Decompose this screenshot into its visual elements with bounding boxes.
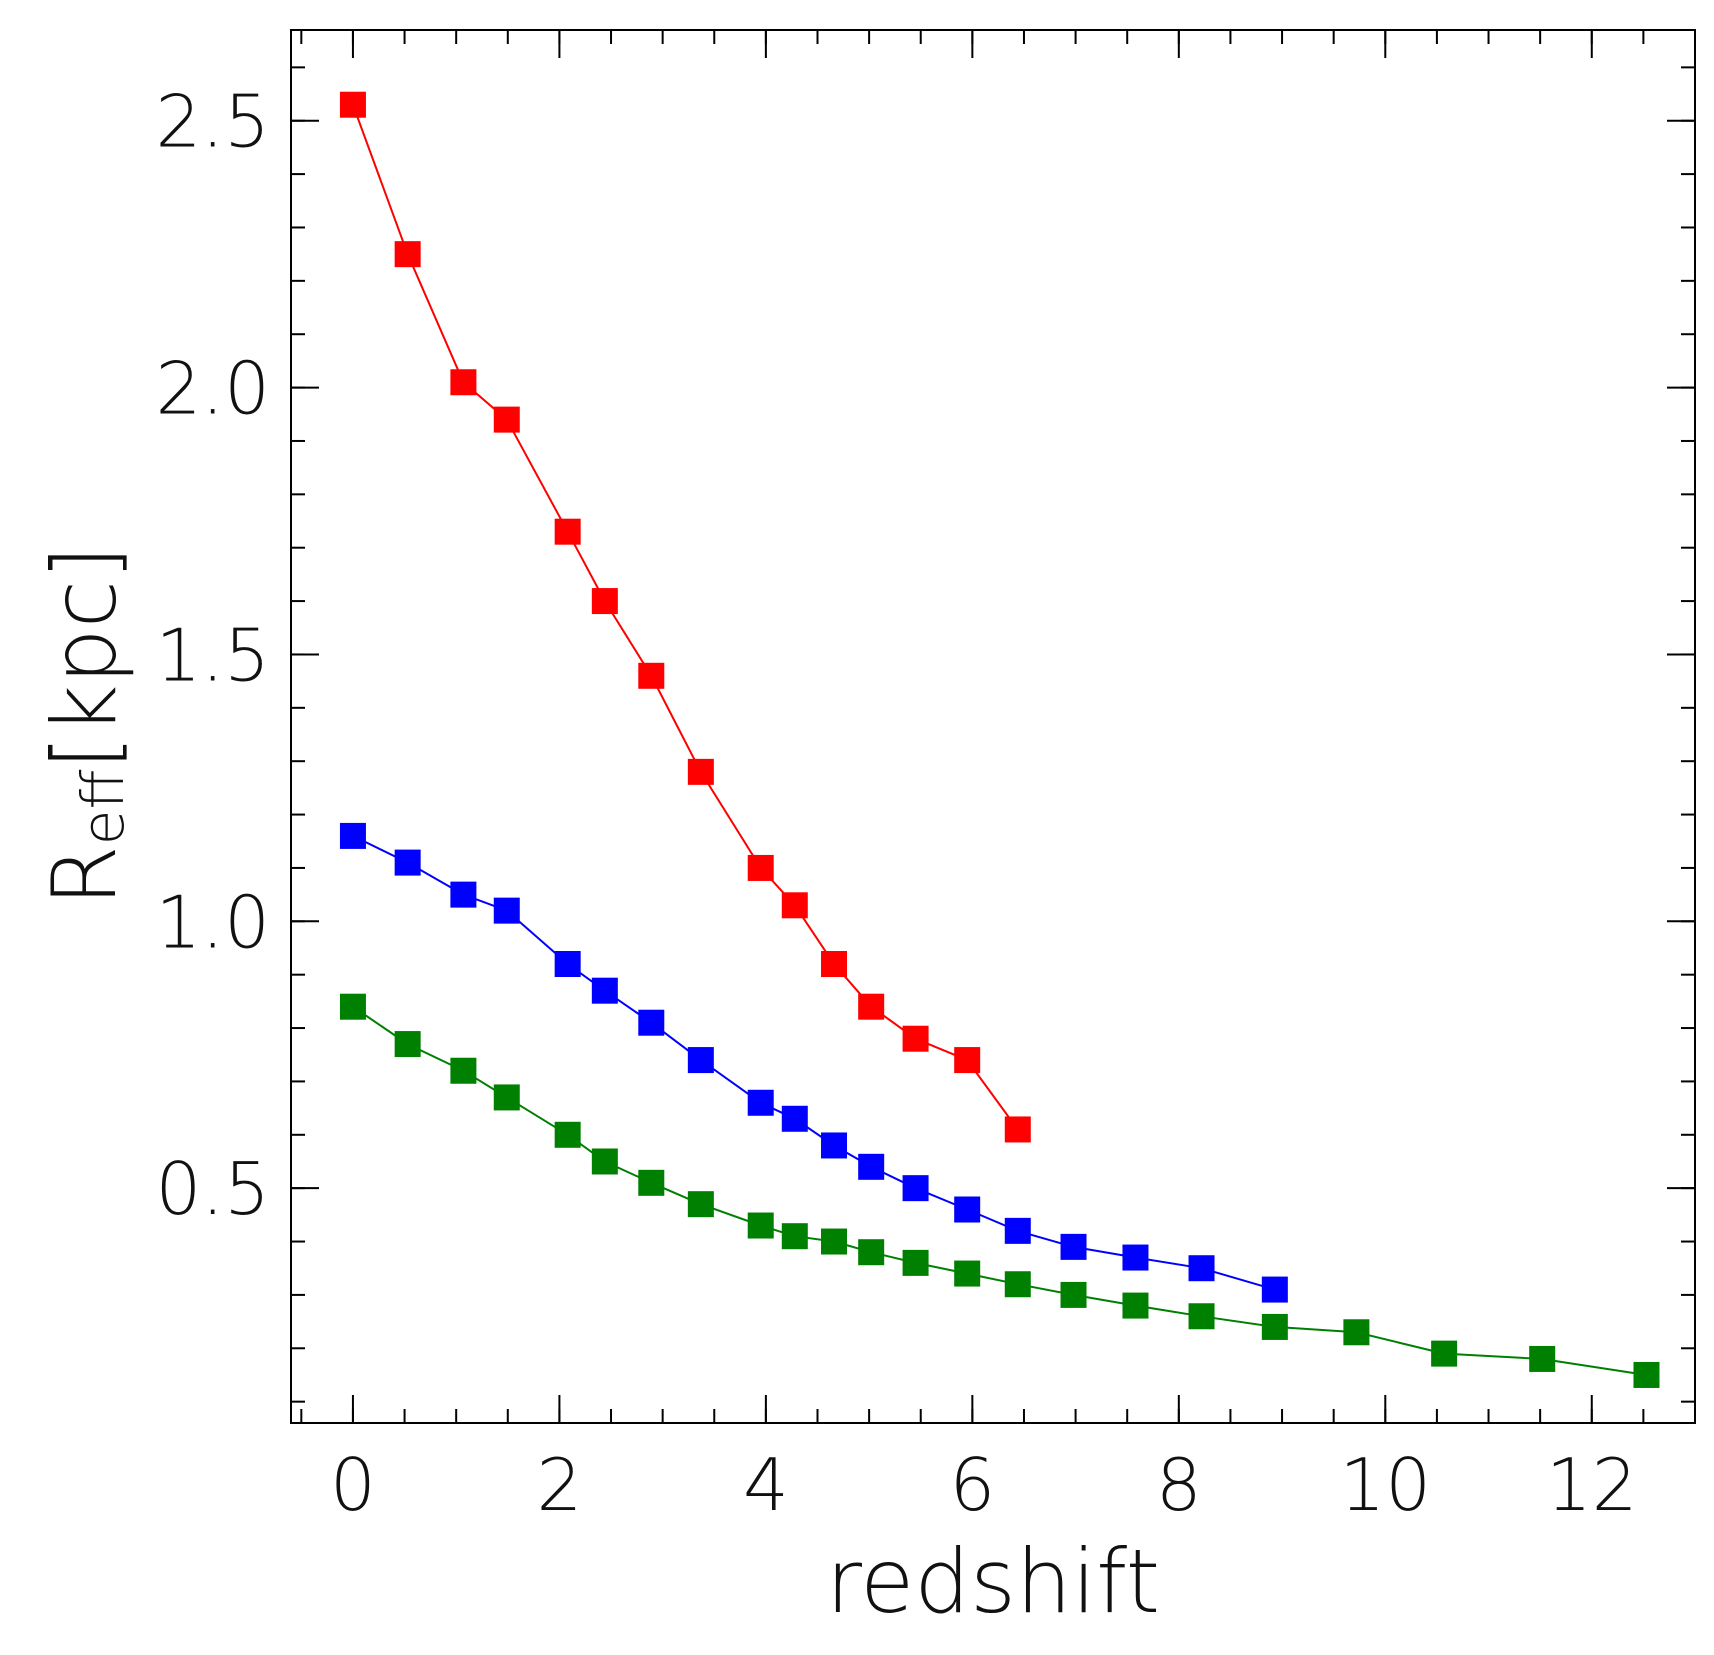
data-point (638, 1009, 665, 1036)
data-point (394, 241, 421, 268)
data-point (858, 993, 885, 1020)
y-axis-label-subscript: eff (69, 770, 137, 846)
data-point (339, 822, 366, 849)
data-point (1122, 1244, 1149, 1271)
data-point (554, 1121, 581, 1148)
data-point (554, 518, 581, 545)
data-point (954, 1196, 981, 1223)
data-point (821, 1228, 848, 1255)
data-point (450, 1057, 477, 1084)
data-point (687, 1191, 714, 1218)
y-tick-label: 0.5 (155, 1147, 270, 1231)
data-point (591, 588, 618, 615)
data-point (954, 1047, 981, 1074)
data-point (1060, 1281, 1087, 1308)
x-tick-label: 8 (1156, 1443, 1202, 1527)
data-point (339, 91, 366, 118)
data-point (687, 758, 714, 785)
data-point (902, 1025, 929, 1052)
data-point (687, 1047, 714, 1074)
data-point (1060, 1233, 1087, 1260)
data-point (493, 406, 520, 433)
data-point (394, 1031, 421, 1058)
data-point (781, 892, 808, 919)
tick-labels: 0 2 4 6 8 10 12 0.5 1.0 1.5 2.0 2.5 (155, 80, 1637, 1527)
x-tick-label: 4 (743, 1443, 789, 1527)
series-0 (339, 91, 1031, 1143)
x-axis-label: redshift (826, 1530, 1160, 1633)
data-point (1122, 1292, 1149, 1319)
data-point (747, 1212, 774, 1239)
data-point (450, 369, 477, 396)
data-point (1633, 1361, 1660, 1388)
data-point (1431, 1340, 1458, 1367)
series-2 (339, 993, 1660, 1388)
data-point (1004, 1217, 1031, 1244)
data-point (1004, 1116, 1031, 1143)
data-point (858, 1239, 885, 1266)
data-point (954, 1260, 981, 1287)
data-point (781, 1223, 808, 1250)
series-line (351, 104, 1019, 1131)
data-point (781, 1105, 808, 1132)
data-point (1261, 1276, 1288, 1303)
plot-frame (290, 29, 1696, 1424)
data-point (902, 1175, 929, 1202)
data-point (638, 662, 665, 689)
data-point (394, 849, 421, 876)
y-axis-label-main: R (33, 845, 136, 906)
x-tick-label: 6 (949, 1443, 995, 1527)
data-point (858, 1153, 885, 1180)
data-point (747, 854, 774, 881)
x-tick-label: 0 (330, 1443, 376, 1527)
data-point (902, 1249, 929, 1276)
y-tick-label: 1.5 (155, 613, 270, 697)
data-point (1188, 1255, 1215, 1282)
data-point (493, 897, 520, 924)
data-point (1343, 1319, 1370, 1346)
data-point (747, 1089, 774, 1116)
series-1 (339, 822, 1288, 1303)
data-point (450, 881, 477, 908)
data-point (1188, 1303, 1215, 1330)
x-tick-label: 2 (537, 1443, 583, 1527)
series-line (352, 835, 1276, 1291)
data-point (1004, 1271, 1031, 1298)
data-point (591, 1148, 618, 1175)
major-ticks (291, 30, 1695, 1423)
x-tick-label: 10 (1339, 1443, 1431, 1527)
data-point (638, 1169, 665, 1196)
data-point (554, 951, 581, 978)
data-point (591, 977, 618, 1004)
y-tick-label: 2.0 (155, 347, 270, 431)
series-layer (339, 91, 1660, 1388)
minor-ticks (291, 30, 1696, 1423)
y-axis-label-unit: [kpc] (33, 546, 136, 770)
data-point (821, 1132, 848, 1159)
data-point (1529, 1345, 1556, 1372)
y-tick-label: 1.0 (155, 880, 270, 964)
y-axis-label: Reff[kpc] (33, 546, 137, 907)
x-tick-label: 12 (1546, 1443, 1638, 1527)
data-point (493, 1084, 520, 1111)
data-point (821, 951, 848, 978)
series-line (352, 1005, 1647, 1376)
y-tick-label: 2.5 (155, 80, 270, 164)
data-point (1261, 1313, 1288, 1340)
data-point (339, 993, 366, 1020)
